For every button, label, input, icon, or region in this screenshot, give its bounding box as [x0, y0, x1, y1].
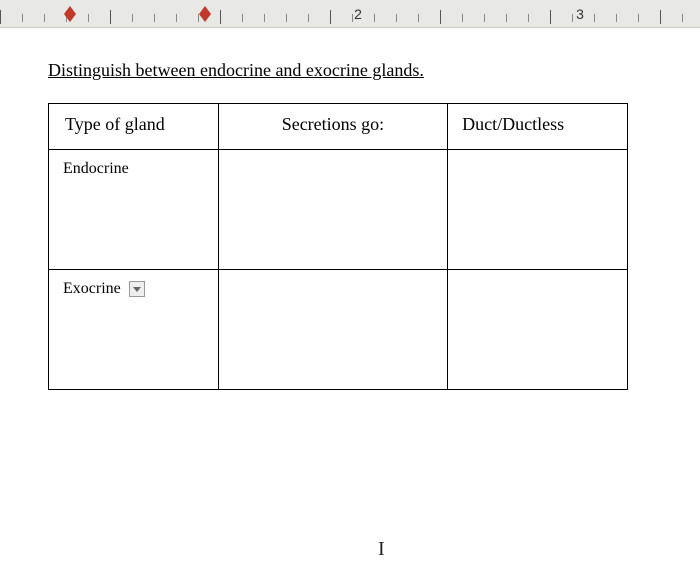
- col-header-duct: Duct/Ductless: [448, 104, 628, 150]
- ruler-tick: [462, 14, 463, 22]
- ruler-number: 3: [576, 6, 584, 22]
- ruler-tick: [88, 14, 89, 22]
- ruler-tick: [374, 14, 375, 22]
- ruler-tick: [594, 14, 595, 22]
- ruler-tick: [484, 14, 485, 22]
- ruler-tick: [418, 14, 419, 22]
- indent-marker-icon[interactable]: [199, 14, 211, 22]
- ruler-tick: [308, 14, 309, 22]
- row-label-cell[interactable]: Exocrine: [49, 270, 219, 390]
- row-label-cell[interactable]: Endocrine: [49, 150, 219, 270]
- indent-marker-icon[interactable]: [199, 6, 211, 14]
- ruler-tick: [660, 10, 661, 24]
- ruler-tick: [550, 10, 551, 24]
- col-header-secretions: Secretions go:: [218, 104, 447, 150]
- ruler-tick: [44, 14, 45, 22]
- ruler: 23: [0, 0, 700, 28]
- ruler-tick: [220, 10, 221, 24]
- ruler-tick: [176, 14, 177, 22]
- table-header-row: Type of gland Secretions go: Duct/Ductle…: [49, 104, 628, 150]
- duct-cell[interactable]: [448, 270, 628, 390]
- ruler-tick: [264, 14, 265, 22]
- secretions-cell[interactable]: [218, 270, 447, 390]
- ruler-tick: [572, 14, 573, 22]
- text-cursor-icon: I: [378, 538, 385, 561]
- dropdown-icon[interactable]: [129, 281, 145, 297]
- duct-cell[interactable]: [448, 150, 628, 270]
- ruler-tick: [132, 14, 133, 22]
- prompt-text: Distinguish between endocrine and exocri…: [48, 60, 652, 81]
- table-row: Endocrine: [49, 150, 628, 270]
- indent-marker-icon[interactable]: [64, 6, 76, 14]
- ruler-tick: [242, 14, 243, 22]
- ruler-tick: [682, 14, 683, 22]
- ruler-tick: [22, 14, 23, 22]
- col-header-type: Type of gland: [49, 104, 219, 150]
- ruler-tick: [286, 14, 287, 22]
- ruler-tick: [528, 14, 529, 22]
- ruler-tick: [638, 14, 639, 22]
- ruler-tick: [110, 10, 111, 24]
- ruler-tick: [0, 10, 1, 24]
- secretions-cell[interactable]: [218, 150, 447, 270]
- indent-marker-icon[interactable]: [64, 14, 76, 22]
- document-page: Distinguish between endocrine and exocri…: [0, 28, 700, 581]
- table-row: Exocrine: [49, 270, 628, 390]
- ruler-tick: [154, 14, 155, 22]
- ruler-tick: [440, 10, 441, 24]
- ruler-tick: [330, 10, 331, 24]
- ruler-tick: [352, 14, 353, 22]
- gland-table: Type of gland Secretions go: Duct/Ductle…: [48, 103, 628, 390]
- ruler-tick: [396, 14, 397, 22]
- ruler-number: 2: [354, 6, 362, 22]
- ruler-tick: [506, 14, 507, 22]
- ruler-tick: [616, 14, 617, 22]
